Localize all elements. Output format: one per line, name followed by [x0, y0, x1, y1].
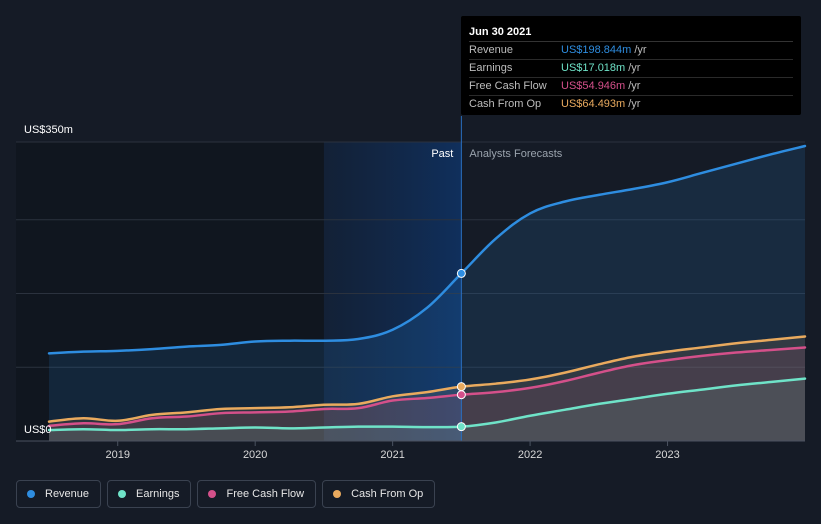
past-region-left: [16, 142, 324, 441]
y-axis-min-label: US$0: [24, 424, 52, 436]
series-areas: [49, 146, 805, 441]
earnings-marker: [456, 422, 466, 432]
earnings-line: [47, 377, 807, 432]
tooltip-row-revenue: Revenue US$198.844m /yr: [469, 42, 793, 60]
cash-from-op-line: [47, 335, 807, 423]
legend-dot-icon: [27, 490, 35, 498]
x-axis-ticks: 2019 2020 2021 2022 2023: [105, 441, 680, 461]
free-cash-flow-area: [49, 347, 805, 441]
legend-dot-icon: [118, 490, 127, 498]
x-tick-label: 2023: [655, 449, 679, 461]
free-cash-flow-marker: [456, 390, 466, 400]
tooltip-row-label: Earnings: [469, 62, 513, 74]
legend-item-cash-from-op[interactable]: Cash From Op: [322, 480, 436, 508]
tooltip-row-value: US$64.493m: [561, 98, 626, 110]
tooltip-row-cash-from-op: Cash From Op US$64.493m /yr: [469, 96, 793, 113]
legend-label: Cash From Op: [351, 488, 424, 500]
legend-item-earnings[interactable]: Earnings: [107, 480, 192, 508]
tooltip-row-unit: /yr: [628, 98, 641, 110]
tooltip-row-value: US$54.946m: [561, 80, 626, 92]
revenue-line: [47, 144, 807, 355]
legend-item-revenue[interactable]: Revenue: [16, 480, 102, 508]
x-tick-label: 2020: [243, 449, 267, 461]
x-tick-label: 2022: [518, 449, 542, 461]
chart-legend: Revenue Earnings Free Cash Flow Cash Fro…: [16, 480, 436, 508]
series-lines: [47, 144, 807, 432]
tooltip-row-value: US$17.018m: [561, 62, 626, 74]
data-tooltip: Jun 30 2021 Revenue US$198.844m /yr Earn…: [461, 16, 801, 115]
financial-chart: 2019 2020 2021 2022 2023 US$350m US$0 Past A…: [16, 116, 807, 461]
tooltip-row-unit: /yr: [628, 80, 641, 92]
legend-label: Earnings: [136, 488, 180, 500]
earnings-area: [49, 378, 805, 441]
tooltip-row-unit: /yr: [634, 44, 647, 56]
series-markers: [456, 268, 466, 432]
revenue-marker: [456, 268, 466, 278]
legend-dot-icon: [333, 490, 342, 498]
tooltip-row-unit: /yr: [628, 62, 641, 74]
forecast-label: Analysts Forecasts: [469, 148, 562, 160]
past-label: Past: [431, 148, 453, 160]
tooltip-row-label: Cash From Op: [469, 98, 542, 110]
cash-from-op-marker: [456, 382, 466, 392]
legend-label: Free Cash Flow: [226, 488, 305, 500]
tooltip-row-free-cash-flow: Free Cash Flow US$54.946m /yr: [469, 78, 793, 96]
tooltip-row-earnings: Earnings US$17.018m /yr: [469, 60, 793, 78]
cash-from-op-area: [49, 336, 805, 441]
free-cash-flow-line: [47, 346, 807, 428]
tooltip-row-label: Free Cash Flow: [469, 80, 547, 92]
tooltip-row-value: US$198.844m: [561, 44, 632, 56]
y-axis-max-label: US$350m: [24, 124, 73, 136]
revenue-area: [49, 146, 805, 441]
legend-label: Revenue: [45, 488, 90, 500]
x-tick-label: 2019: [105, 449, 129, 461]
tooltip-row-label: Revenue: [469, 44, 514, 56]
gridlines: [16, 141, 805, 368]
legend-item-free-cash-flow[interactable]: Free Cash Flow: [197, 480, 317, 508]
x-tick-label: 2021: [380, 449, 404, 461]
tooltip-date: Jun 30 2021: [469, 23, 793, 42]
legend-dot-icon: [208, 490, 217, 498]
